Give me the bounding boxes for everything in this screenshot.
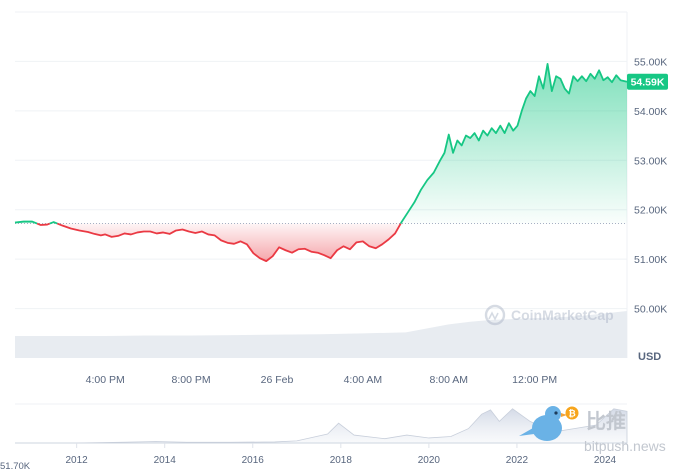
x-tick-label: 12:00 PM xyxy=(512,374,557,386)
navigator-year-label: 2012 xyxy=(66,455,89,466)
currency-label: USD xyxy=(638,351,661,363)
x-tick-label: 4:00 PM xyxy=(86,374,125,386)
current-price-badge: 54.59K xyxy=(627,74,668,90)
navigator-year-label: 2018 xyxy=(330,455,353,466)
bitpush-url: bitpush.news xyxy=(584,438,666,454)
x-tick-label: 26 Feb xyxy=(261,374,294,386)
y-tick-label: 50.00K xyxy=(634,304,667,316)
y-tick-label: 54.00K xyxy=(634,106,667,118)
x-tick-label: 4:00 AM xyxy=(344,374,383,386)
coinmarketcap-watermark-text: CoinMarketCap xyxy=(511,307,614,323)
coinmarketcap-logo-wave xyxy=(489,313,498,319)
x-axis: 4:00 PM 8:00 PM 26 Feb 4:00 AM 8:00 AM 12:00 … xyxy=(86,374,558,386)
y-tick-label: 52.00K xyxy=(634,205,667,217)
bitpush-chinese-name: 比推 xyxy=(586,409,626,433)
bird-eye xyxy=(554,411,557,414)
bitcoin-coin-glyph: ₿ xyxy=(568,409,575,419)
navigator: 2012 2014 2016 2018 2020 2022 2024 51.70K xyxy=(0,404,627,470)
price-area-up xyxy=(401,64,627,224)
navigator-min-label: 51.70K xyxy=(0,461,31,470)
x-tick-label: 8:00 PM xyxy=(172,374,211,386)
y-tick-label: 51.00K xyxy=(634,254,667,266)
bird-head xyxy=(545,406,561,422)
navigator-year-label: 2024 xyxy=(594,455,617,466)
x-tick-label: 8:00 AM xyxy=(430,374,469,386)
y-axis: 55.00K 54.00K 53.00K 52.00K 51.00K 50.00K xyxy=(634,56,667,315)
y-tick-label: 55.00K xyxy=(634,56,667,68)
bitpush-watermark: ₿ 比推 bitpush.news xyxy=(519,406,666,454)
navigator-year-label: 2022 xyxy=(506,455,529,466)
navigator-year-label: 2016 xyxy=(242,455,265,466)
y-tick-label: 53.00K xyxy=(634,155,667,167)
navigator-year-label: 2014 xyxy=(154,455,177,466)
navigator-x-axis: 2012 2014 2016 2018 2020 2022 2024 xyxy=(66,443,617,466)
navigator-year-label: 2020 xyxy=(418,455,441,466)
current-price-label: 54.59K xyxy=(631,77,665,89)
